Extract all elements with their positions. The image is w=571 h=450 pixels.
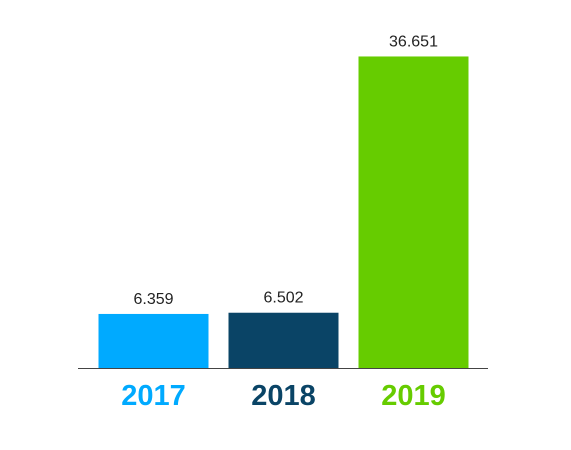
labels-layer: 6.359 2017 6.502 2018 36.651 2019	[121, 33, 446, 412]
bar-2019	[358, 56, 469, 369]
category-label-2018: 2018	[251, 380, 316, 412]
category-label-2017: 2017	[121, 380, 186, 412]
value-label-2018: 6.502	[263, 290, 303, 307]
bar-2018	[228, 312, 339, 368]
bars-layer	[98, 56, 469, 369]
value-label-2017: 6.359	[133, 291, 173, 308]
bar-2017	[98, 313, 209, 368]
value-label-2019: 36.651	[389, 33, 438, 50]
category-label-2019: 2019	[381, 380, 446, 412]
